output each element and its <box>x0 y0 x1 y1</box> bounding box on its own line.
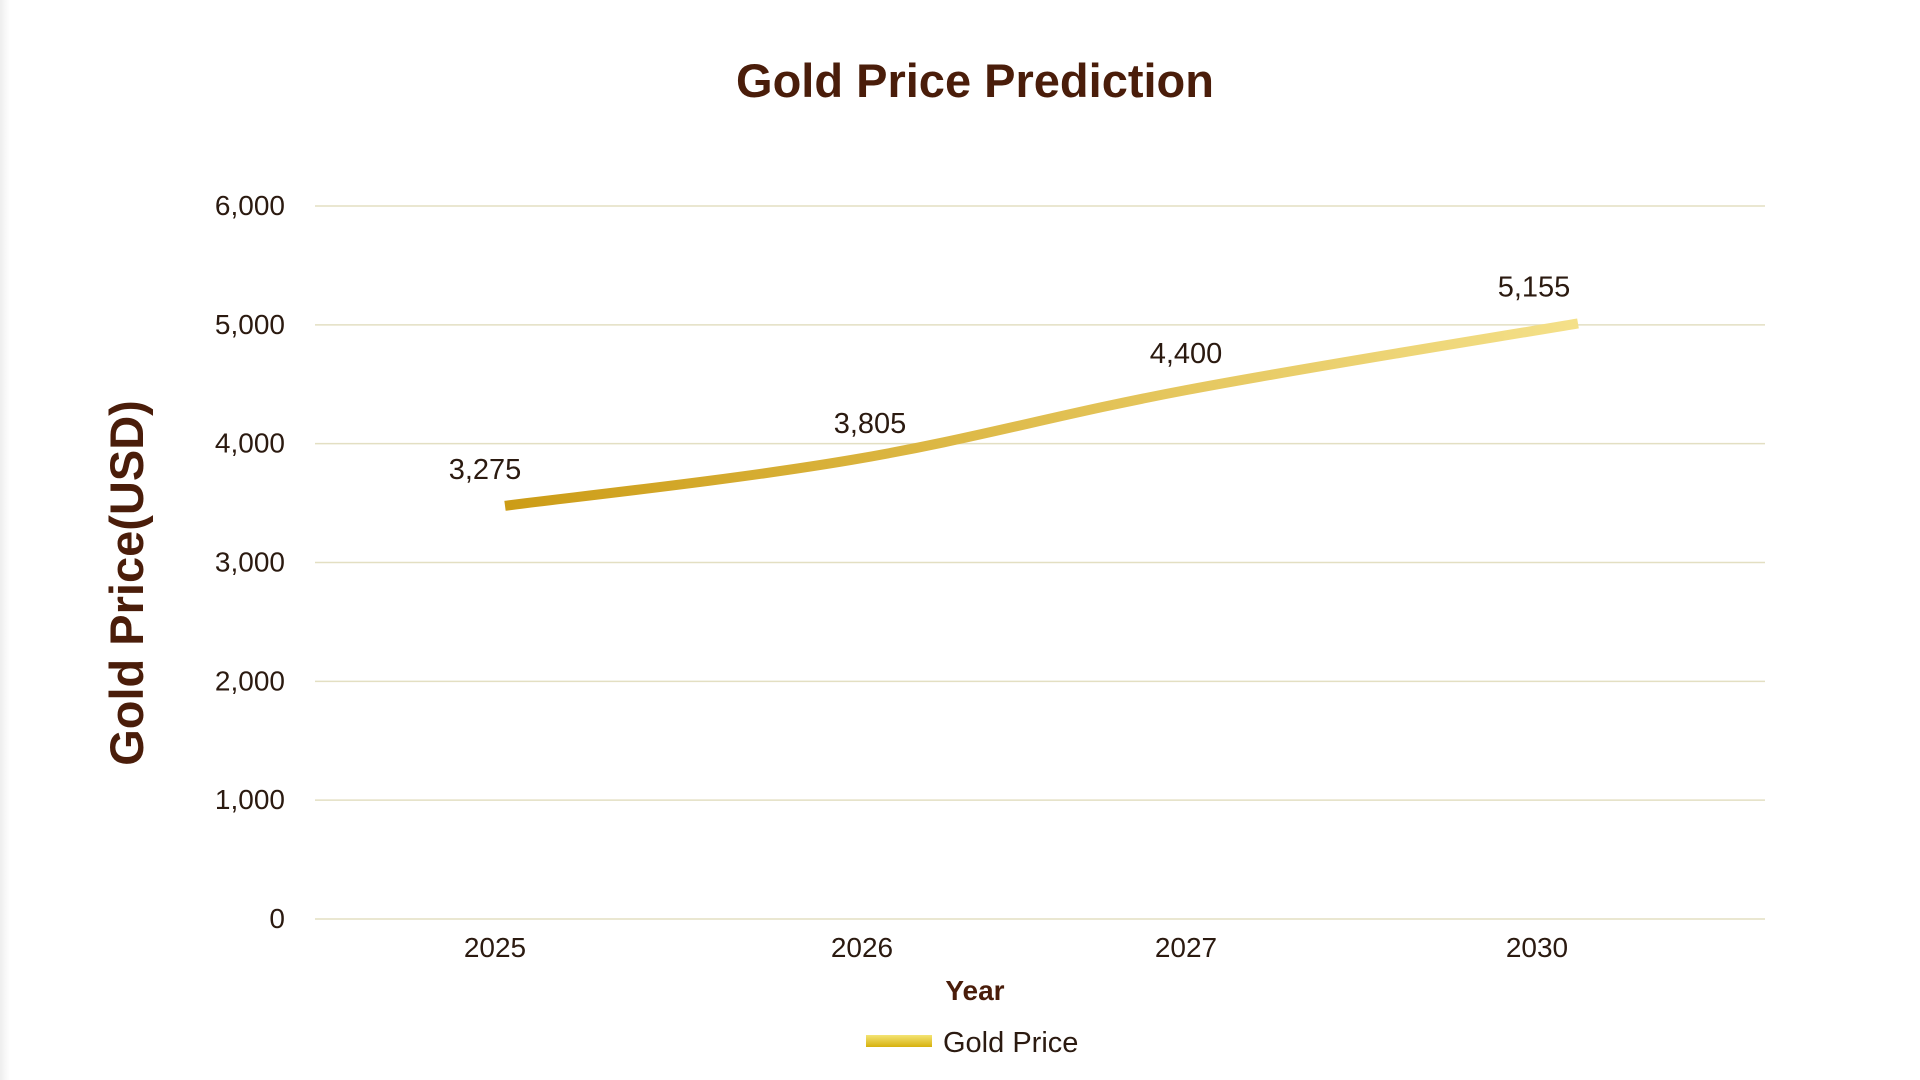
y-axis-label: Gold Price(USD) <box>100 400 153 766</box>
legend-label-gold-price: Gold Price <box>943 1027 1078 1059</box>
data-labels: 3,275 3,805 4,400 5,155 <box>449 271 1571 485</box>
y-tick-label: 2,000 <box>215 665 285 696</box>
y-tick-label: 4,000 <box>215 428 285 459</box>
y-axis-ticks: 0 1,000 2,000 3,000 4,000 5,000 6,000 <box>215 190 285 934</box>
legend: Gold Price <box>866 1027 1078 1059</box>
legend-swatch-gold-price <box>866 1035 932 1047</box>
y-tick-label: 3,000 <box>215 547 285 578</box>
x-tick-label: 2027 <box>1155 932 1217 963</box>
x-axis-label: Year <box>945 975 1004 1006</box>
x-tick-label: 2025 <box>464 932 526 963</box>
y-tick-label: 6,000 <box>215 190 285 221</box>
y-tick-label: 5,000 <box>215 309 285 340</box>
gridlines <box>315 205 1765 920</box>
data-label: 3,275 <box>449 454 522 486</box>
left-edge-shade <box>0 0 10 1080</box>
y-tick-label: 1,000 <box>215 784 285 815</box>
data-label: 4,400 <box>1150 338 1223 370</box>
data-label: 3,805 <box>834 408 907 440</box>
chart-title: Gold Price Prediction <box>736 54 1214 107</box>
y-tick-label: 0 <box>269 903 285 934</box>
x-tick-label: 2030 <box>1506 932 1568 963</box>
series-line-gold-price <box>504 318 1579 511</box>
x-axis-ticks: 2025 2026 2027 2030 <box>464 932 1568 963</box>
data-label: 5,155 <box>1498 271 1571 303</box>
x-tick-label: 2026 <box>831 932 893 963</box>
